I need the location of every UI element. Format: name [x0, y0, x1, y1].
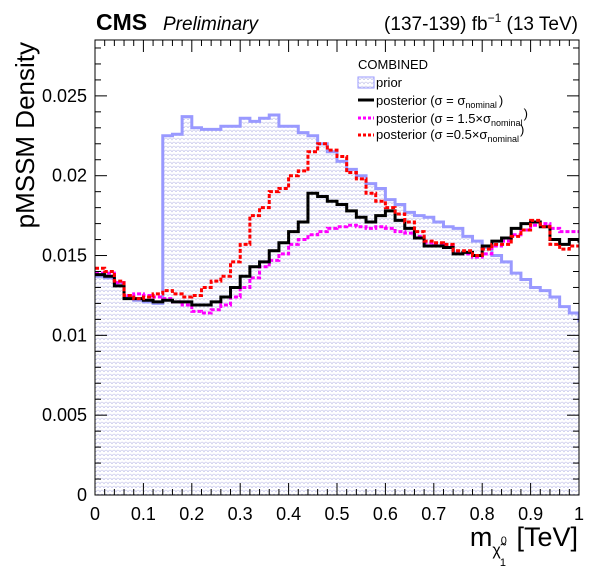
x-tick-label: 0.2 — [179, 504, 204, 524]
x-tick-label: 0.3 — [228, 504, 253, 524]
lumi-label: (137-139) fb−1 (13 TeV) — [384, 11, 578, 35]
y-tick-label: 0.005 — [42, 405, 87, 425]
x-axis-sup: 0 — [501, 535, 507, 547]
legend: COMBINED prior posterior (σ = σnominal) … — [357, 57, 528, 144]
legend-title: COMBINED — [358, 57, 428, 72]
legend-x15-sub: nominal — [491, 118, 523, 128]
prior-fill-layer — [95, 115, 579, 495]
x-tick-label: 1 — [574, 504, 584, 524]
y-tick-label: 0.01 — [52, 325, 87, 345]
legend-x15-label: posterior (σ = 1.5×σnominal) — [376, 106, 528, 128]
x-tick-label: 0.1 — [131, 504, 156, 524]
cms-label: CMS — [96, 9, 147, 35]
legend-x15-text: posterior (σ = 1.5×σ — [376, 111, 491, 126]
legend-x05-sub: nominal — [487, 134, 519, 144]
lumi-value: (137-139) fb — [384, 14, 488, 35]
y-tick-label: 0 — [77, 485, 87, 505]
prior-hatched-area — [95, 115, 579, 495]
y-tick-label: 0.015 — [42, 246, 87, 266]
legend-nominal-sub: nominal — [465, 100, 497, 110]
x-axis-var: m — [470, 522, 493, 552]
x-axis-sub2: 1 — [500, 557, 506, 569]
legend-nominal-text: posterior (σ = σ — [376, 93, 465, 108]
legend-prior-swatch — [357, 76, 375, 89]
series-line-x05 — [95, 142, 579, 301]
y-tick-label: 0.02 — [52, 166, 87, 186]
series-line-prior — [95, 113, 579, 323]
legend-x05-close: ) — [520, 122, 524, 137]
x-axis-title: mχ̃0 1 [TeV] — [470, 522, 578, 569]
x-axis-unit: [TeV] — [509, 522, 578, 552]
legend-x15-close: ) — [524, 106, 528, 121]
x-tick-label: 0.5 — [324, 504, 349, 524]
series-lines-layer — [95, 113, 579, 323]
x-tick-label: 0.8 — [470, 504, 495, 524]
legend-x05-text: posterior (σ =0.5×σ — [376, 127, 487, 142]
legend-nominal-close: ) — [499, 93, 503, 108]
x-tick-label: 0 — [90, 504, 100, 524]
legend-x05-label: posterior (σ =0.5×σnominal) — [376, 122, 524, 144]
ticks-layer: 0 0.1 0.2 0.3 0.4 0.5 0.6 0.7 0.8 0.9 1 0 0.005 0.01 0… — [42, 40, 584, 524]
series-line-x15 — [95, 222, 579, 315]
preliminary-label: Preliminary — [163, 14, 260, 35]
y-axis-title: pMSSM Density — [10, 42, 40, 228]
lumi-exponent: −1 — [488, 11, 502, 25]
energy-value: (13 TeV) — [501, 14, 578, 35]
y-tick-label: 0.025 — [42, 86, 87, 106]
x-tick-label: 0.7 — [421, 504, 446, 524]
legend-prior-label: prior — [376, 75, 403, 90]
x-tick-label: 0.9 — [518, 504, 543, 524]
x-tick-label: 0.4 — [276, 504, 301, 524]
x-tick-label: 0.6 — [373, 504, 398, 524]
legend-nominal-label: posterior (σ = σnominal) — [376, 93, 503, 110]
series-line-nominal — [95, 191, 579, 307]
